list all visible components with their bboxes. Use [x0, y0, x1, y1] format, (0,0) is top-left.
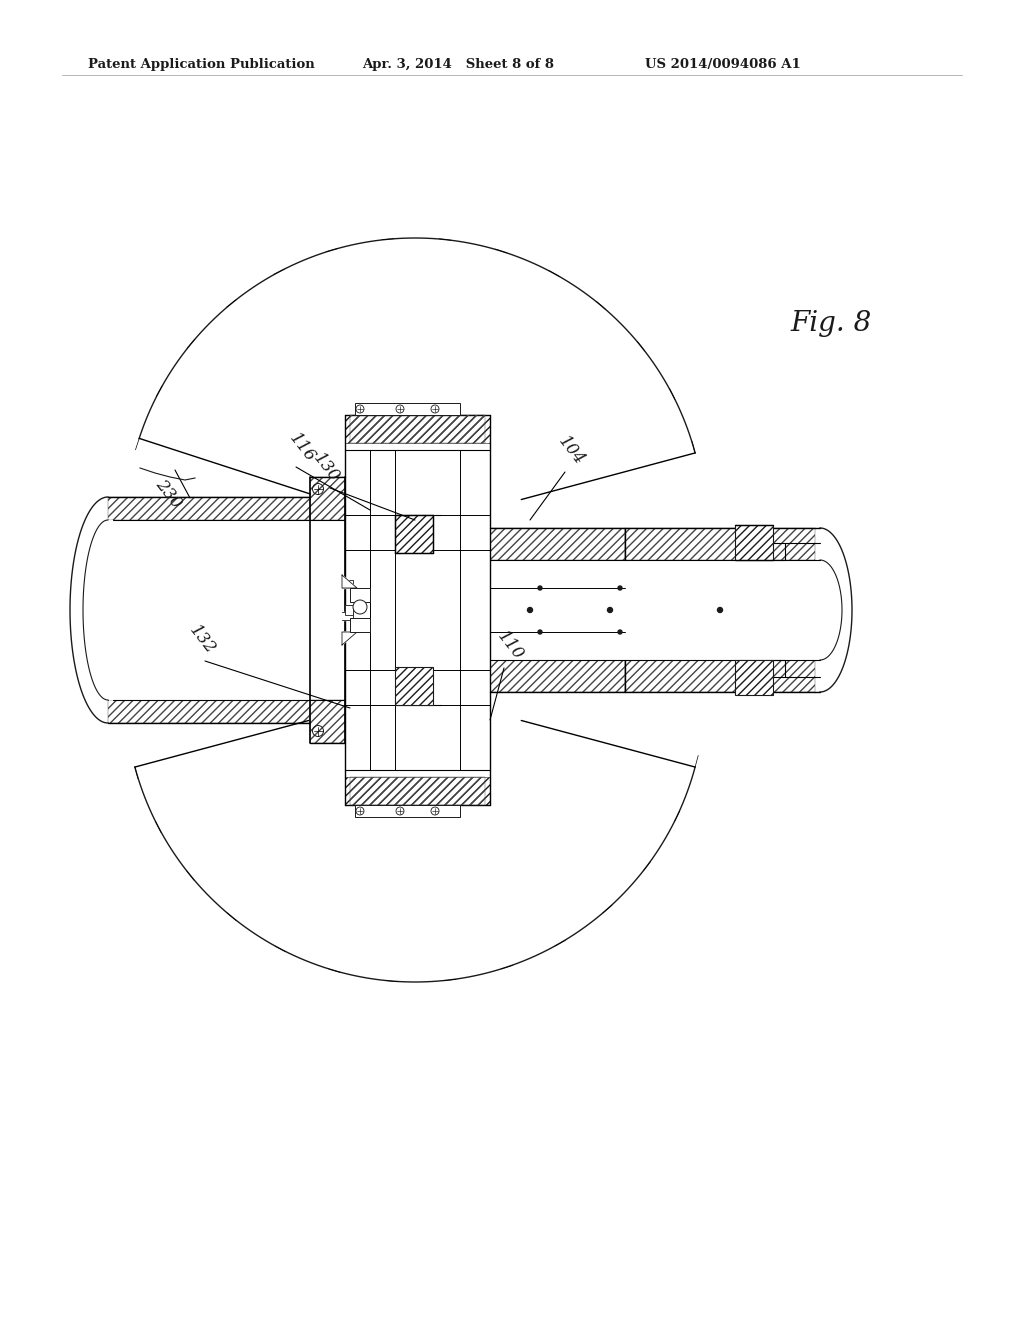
Text: 104: 104: [555, 433, 588, 469]
Polygon shape: [342, 579, 353, 587]
Bar: [355, 805, 460, 817]
Bar: [490, 660, 625, 692]
Bar: [625, 660, 815, 692]
Circle shape: [718, 607, 723, 612]
Circle shape: [607, 607, 612, 612]
Text: 110: 110: [494, 628, 527, 664]
Polygon shape: [342, 632, 357, 645]
Bar: [345, 605, 353, 615]
Text: 132: 132: [186, 623, 219, 657]
Bar: [350, 587, 370, 602]
Text: 116: 116: [286, 430, 319, 466]
Text: US 2014/0094086 A1: US 2014/0094086 A1: [645, 58, 801, 71]
Polygon shape: [342, 576, 357, 587]
Bar: [735, 525, 773, 560]
Bar: [350, 777, 485, 805]
Text: 130: 130: [310, 450, 343, 486]
Text: Patent Application Publication: Patent Application Publication: [88, 58, 314, 71]
Bar: [345, 414, 490, 444]
Bar: [490, 560, 820, 660]
Text: Apr. 3, 2014   Sheet 8 of 8: Apr. 3, 2014 Sheet 8 of 8: [362, 58, 554, 71]
Bar: [108, 520, 310, 700]
Bar: [350, 618, 370, 632]
Circle shape: [618, 586, 622, 590]
Bar: [395, 667, 433, 705]
Bar: [490, 528, 625, 560]
Bar: [345, 777, 490, 805]
Bar: [625, 528, 815, 560]
Bar: [355, 403, 460, 414]
Circle shape: [538, 630, 542, 634]
Bar: [395, 515, 433, 553]
Bar: [108, 700, 310, 723]
Bar: [345, 450, 490, 770]
Bar: [310, 477, 345, 520]
Text: 230: 230: [152, 477, 185, 512]
Polygon shape: [342, 612, 353, 620]
Circle shape: [618, 630, 622, 634]
Bar: [310, 700, 345, 743]
Bar: [108, 498, 310, 520]
Bar: [310, 520, 345, 700]
Circle shape: [527, 607, 532, 612]
Circle shape: [353, 601, 367, 614]
Text: Fig. 8: Fig. 8: [790, 310, 871, 337]
Bar: [735, 660, 773, 696]
Bar: [350, 414, 485, 444]
Circle shape: [538, 586, 542, 590]
